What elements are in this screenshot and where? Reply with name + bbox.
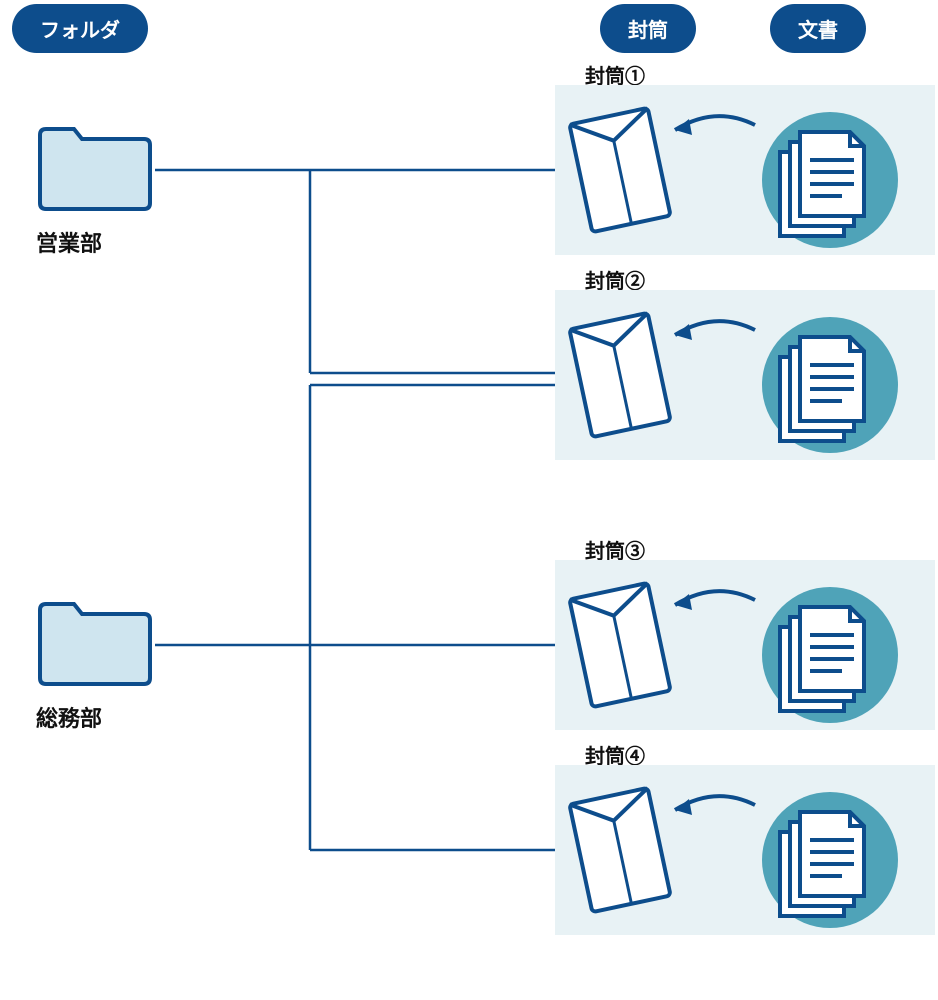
folder-icon: [36, 125, 154, 213]
folder-general: 総務部: [36, 600, 154, 733]
envelope-documents-icon: [555, 560, 935, 730]
envelope-box: [555, 560, 935, 730]
envelope-documents-icon: [555, 290, 935, 460]
envelope-box: [555, 290, 935, 460]
header-folder-pill: フォルダ: [12, 4, 148, 53]
envelope-documents-icon: [555, 85, 935, 255]
header-document-pill: 文書: [770, 4, 866, 53]
envelope-documents-icon: [555, 765, 935, 935]
folder-label: 営業部: [36, 226, 154, 258]
folder-sales: 営業部: [36, 125, 154, 258]
folder-icon: [36, 600, 154, 688]
header-envelope-pill: 封筒: [600, 4, 696, 53]
folder-label: 総務部: [36, 701, 154, 733]
envelope-box: [555, 765, 935, 935]
envelope-box: [555, 85, 935, 255]
